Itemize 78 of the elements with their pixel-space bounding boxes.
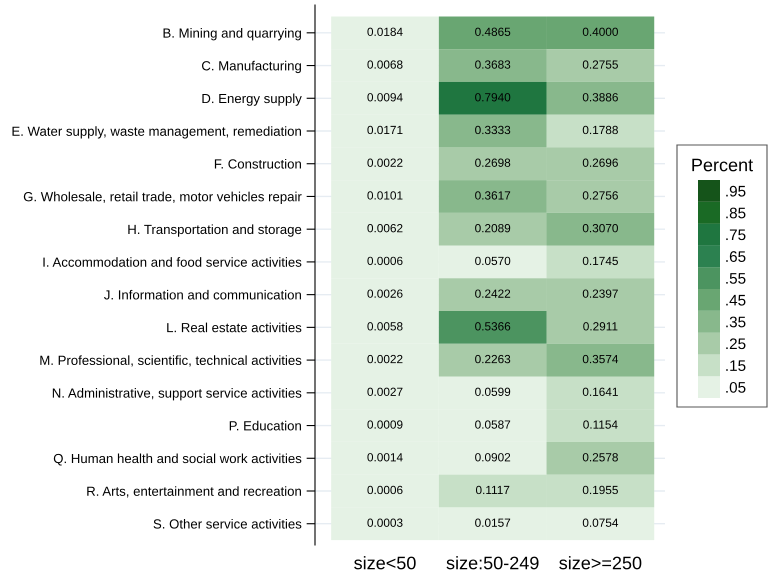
y-tick-label: Q. Human health and social work activities	[54, 453, 302, 466]
data-label: 0.0184	[367, 28, 403, 36]
data-label: 0.0003	[367, 518, 403, 527]
data-label: 0.3070	[582, 224, 618, 232]
data-label: 0.2578	[582, 453, 618, 462]
data-label: 0.0014	[367, 453, 403, 462]
x-tick-label: size<50	[354, 556, 416, 570]
data-label: 0.0026	[367, 289, 403, 298]
data-label: 0.2263	[475, 354, 510, 364]
data-label: 0.2698	[475, 158, 510, 167]
y-tick-label: L. Real estate activities	[167, 322, 302, 332]
data-label: 0.1641	[582, 388, 618, 396]
y-tick-label: M. Professional, scientific, technical activities	[40, 355, 302, 367]
data-label: 0.2696	[582, 158, 618, 167]
color-bar-label: .85	[726, 208, 746, 218]
data-label: 0.4000	[582, 28, 618, 36]
y-tick-label: J. Information and communication	[104, 290, 301, 300]
y-tick-label: N. Administrative, support service activities	[52, 388, 302, 400]
color-bar-label: .35	[726, 316, 746, 328]
y-tick-label: H. Transportation and storage	[128, 224, 302, 237]
data-label: 0.0009	[367, 420, 402, 429]
y-tick-label: F. Construction	[214, 158, 301, 169]
data-label: 0.2755	[582, 60, 618, 69]
data-label: 0.5366	[475, 322, 510, 331]
data-label: 0.0599	[475, 388, 510, 396]
data-label: 0.0570	[475, 256, 510, 266]
data-label: 0.0101	[367, 191, 402, 200]
y-tick-label: D. Energy supply	[202, 93, 302, 106]
color-bar-label: .15	[726, 360, 746, 371]
color-bar-label: .65	[726, 251, 746, 262]
color-bar-label: .05	[726, 382, 746, 393]
y-tick-label: I. Accommodation and food service activities	[43, 257, 302, 267]
x-tick-label: size:50-249	[446, 556, 539, 570]
data-label: 0.3574	[582, 354, 618, 364]
data-label: 0.0027	[367, 388, 402, 396]
x-tick-label: size>=250	[559, 556, 642, 570]
y-tick-label: E. Water supply, waste management, remediation	[12, 126, 301, 139]
data-label: 0.2422	[475, 289, 510, 298]
data-label: 0.3886	[582, 93, 618, 102]
data-label: 0.3617	[475, 191, 510, 200]
data-label: 0.1745	[582, 256, 618, 266]
data-label: 0.7940	[475, 93, 510, 102]
data-label: 0.3683	[475, 60, 510, 69]
data-label: 0.0022	[367, 354, 402, 364]
color-bar-label: .45	[726, 294, 746, 306]
y-tick-label: B. Mining and quarrying	[164, 28, 301, 40]
data-label: 0.0006	[367, 256, 403, 266]
y-tick-label: P. Education	[230, 420, 301, 430]
data-label: 0.0902	[475, 453, 510, 462]
data-label: 0.0587	[475, 420, 510, 429]
data-label: 0.1788	[582, 126, 618, 134]
color-bar-label: .25	[726, 338, 746, 350]
data-label: 0.4865	[475, 28, 510, 36]
data-label: 0.0157	[475, 518, 510, 527]
data-label: 0.1955	[582, 486, 618, 494]
data-label: 0.0006	[367, 486, 403, 494]
data-label: 0.2756	[582, 191, 618, 200]
data-label: 0.0058	[367, 322, 403, 331]
y-tick-label: S. Other service activities	[154, 518, 302, 529]
data-label: 0.1154	[583, 420, 618, 429]
color-bar-title: Percent	[692, 158, 753, 172]
data-label: 0.0754	[582, 518, 618, 527]
data-label: 0.0094	[367, 93, 403, 102]
data-label: 0.2911	[583, 322, 618, 331]
y-tick-label: G. Wholesale, retail trade, motor vehicles repair	[24, 192, 302, 204]
y-tick-label: C. Manufacturing	[202, 60, 301, 74]
data-label: 0.2089	[475, 224, 510, 232]
color-bar-label: .75	[726, 230, 746, 240]
data-label: 0.0062	[367, 224, 402, 232]
color-bar-label: .95	[726, 186, 746, 197]
y-tick-label: R. Arts, entertainment and recreation	[87, 486, 301, 498]
data-label: 0.0068	[367, 60, 403, 69]
data-label: 0.0171	[367, 126, 402, 134]
data-label: 0.1117	[476, 486, 510, 494]
data-label: 0.3333	[475, 126, 510, 134]
data-label: 0.0022	[367, 158, 402, 167]
color-bar-label: .55	[726, 273, 746, 284]
data-label: 0.2397	[582, 289, 618, 298]
